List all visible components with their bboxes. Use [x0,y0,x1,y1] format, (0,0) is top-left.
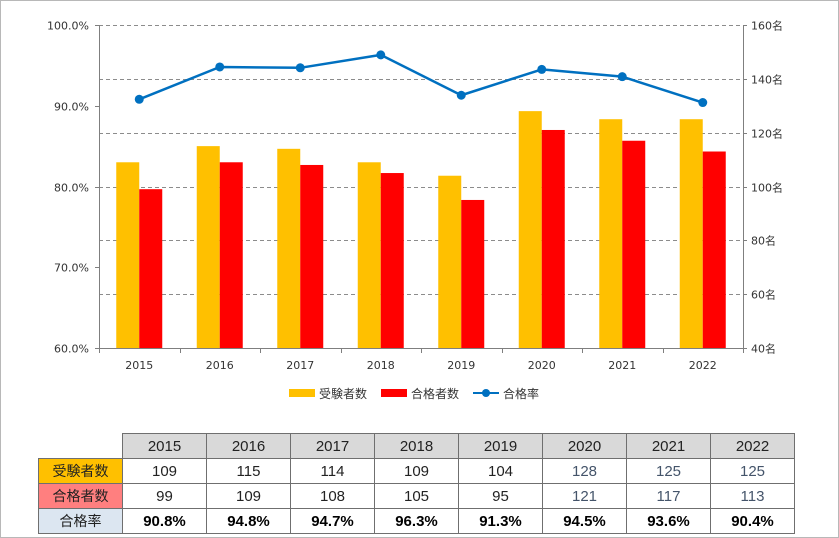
table-cell: 125 [710,458,795,484]
table-cell: 113 [710,483,795,509]
table-cell: 125 [626,458,711,484]
table-cell: 99 [122,483,207,509]
table-cell: 114 [290,458,375,484]
table-cell: 93.6% [626,508,711,534]
table-header-year: 2021 [626,433,711,459]
table-cell: 94.8% [206,508,291,534]
rate-point [295,63,305,73]
x-tick-label: 2020 [528,359,556,372]
bar-examinees [357,162,381,348]
bar-passers [219,162,243,348]
table-header-year: 2019 [458,433,543,459]
y-right-tick-label: 140名 [751,73,783,87]
rate-point [376,50,386,60]
bar-examinees [438,175,462,348]
y-right-tick-label: 160名 [751,19,783,33]
table-cell: 90.8% [122,508,207,534]
table-cell: 94.7% [290,508,375,534]
rate-point [215,62,225,72]
y-right-tick-label: 80名 [751,234,776,248]
table-header-year: 2015 [122,433,207,459]
table-cell: 109 [122,458,207,484]
bar-examinees [679,119,703,348]
table-cell: 104 [458,458,543,484]
bar-examinees [277,148,301,348]
row-label-passers: 合格者数 [38,483,123,509]
table-header-year: 2022 [710,433,795,459]
bar-passers [139,189,163,348]
bar-passers [541,129,565,348]
rate-point [134,94,144,104]
table-cell: 121 [542,483,627,509]
y-right-tick-label: 40名 [751,342,776,356]
y-left-tick-label: 100.0% [47,20,89,33]
y-left-tick-label: 80.0% [54,182,89,195]
data-table: 2015 2016 2017 2018 2019 2020 2021 2022 … [38,433,795,534]
x-tick-label: 2021 [608,359,636,372]
rate-point [537,64,547,74]
x-tick-label: 2019 [447,359,475,372]
bar-passers [300,164,324,348]
table-cell: 94.5% [542,508,627,534]
x-tick-label: 2022 [689,359,717,372]
table-row-rate: 合格率 90.8% 94.8% 94.7% 96.3% 91.3% 94.5% … [38,508,795,534]
rate-point [698,98,708,108]
bar-passers [702,151,726,348]
bar-examinees [196,146,220,348]
legend-item-examinees: 受験者数 [289,385,367,402]
row-label-examinees: 受験者数 [38,458,123,484]
y-left-tick-label: 60.0% [54,343,89,356]
row-label-rate: 合格率 [38,508,123,534]
x-tick-label: 2016 [206,359,234,372]
table-cell: 109 [206,483,291,509]
table-cell: 95 [458,483,543,509]
y-left-tick-label: 90.0% [54,101,89,114]
y-left-tick-label: 70.0% [54,262,89,275]
x-tick-label: 2015 [125,359,153,372]
bar-passers [461,199,485,348]
table-row-examinees: 受験者数 109 115 114 109 104 128 125 125 [38,458,795,484]
y-right-tick-label: 60名 [751,288,776,302]
table-cell: 91.3% [458,508,543,534]
legend-item-passers: 合格者数 [381,385,459,402]
bar-examinees [599,119,623,348]
combo-chart: 60.0% 70.0% 80.0% 90.0% 100.0% 40名 60名 80名 100名 1… [47,19,783,373]
bar-examinees [518,111,542,348]
bar-examinees [116,162,140,348]
table-header-year: 2016 [206,433,291,459]
chart-legend: 受験者数 合格者数 合格率 [289,384,553,402]
table-header-year: 2017 [290,433,375,459]
legend-label-rate: 合格率 [503,386,540,401]
y-right-tick-label: 100名 [751,181,783,195]
table-cell: 105 [374,483,459,509]
table-header-year: 2020 [542,433,627,459]
table-cell: 90.4% [710,508,795,534]
legend-swatch-passers [381,389,408,397]
rate-line [138,53,704,104]
x-tick-label: 2018 [367,359,395,372]
table-cell: 108 [290,483,375,509]
legend-swatch-rate [473,386,500,400]
y-right-tick-label: 120名 [751,127,783,141]
table-header-row: 2015 2016 2017 2018 2019 2020 2021 2022 [38,433,795,459]
table-header-year: 2018 [374,433,459,459]
bar-passers [380,173,404,348]
legend-swatch-examinees [289,389,315,397]
bar-passers [622,140,646,348]
table-cell: 115 [206,458,291,484]
table-cell: 117 [626,483,711,509]
table-row-passers: 合格者数 99 109 108 105 95 121 117 113 [38,483,795,509]
table-corner-cell [38,433,123,459]
legend-label-examinees: 受験者数 [319,386,368,401]
legend-item-rate: 合格率 [473,385,539,402]
table-cell: 128 [542,458,627,484]
table-cell: 109 [374,458,459,484]
rate-point [617,72,627,82]
x-tick-label: 2017 [286,359,314,372]
rate-point [456,90,466,100]
legend-label-passers: 合格者数 [411,386,460,401]
table-cell: 96.3% [374,508,459,534]
